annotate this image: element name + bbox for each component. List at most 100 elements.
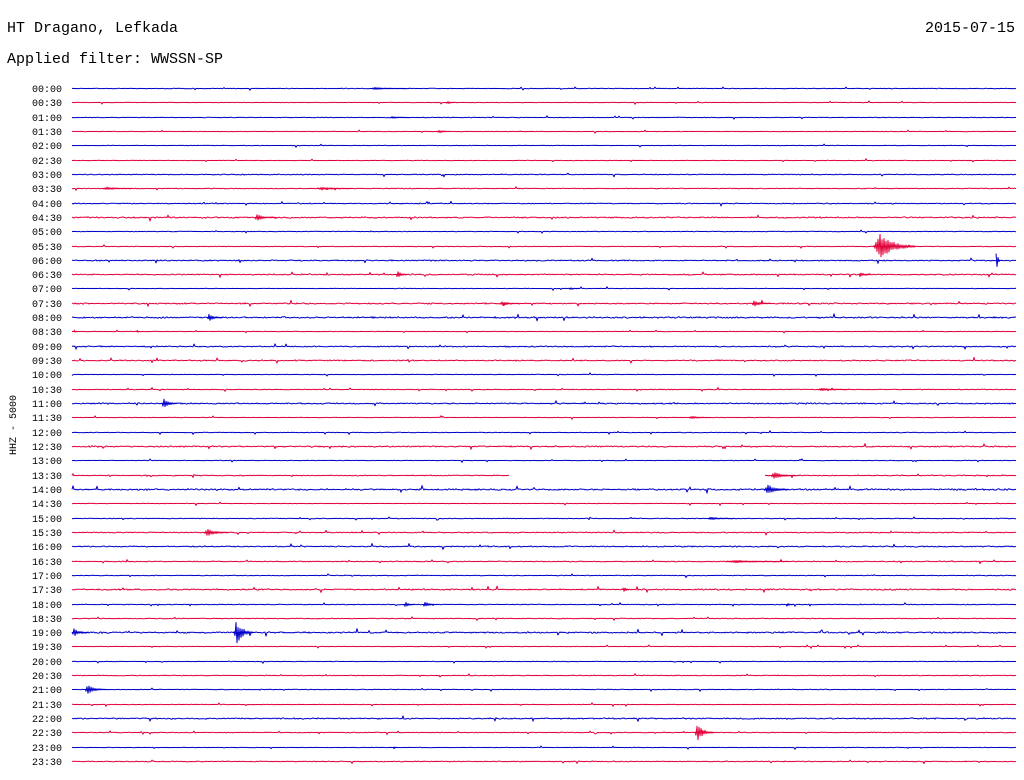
row-label: 03:30 [32,185,62,196]
row-label: 01:00 [32,114,62,125]
trace-19-30 [72,644,1017,649]
event-mark [422,601,438,607]
event-mark [688,415,712,419]
trace-19-00 [71,628,1017,637]
row-label: 16:00 [32,543,62,554]
event-mark [568,287,580,290]
event-mark [763,484,790,493]
row-label: 09:30 [32,357,62,368]
trace-06-30 [71,271,1017,278]
event-mark [707,516,735,520]
row-label: 21:30 [32,701,62,712]
row-label: 18:30 [32,615,62,626]
row-label: 10:30 [32,386,62,397]
trace-00-30 [71,100,1017,105]
row-label: 06:30 [32,271,62,282]
event-mark [445,101,455,104]
trace-01-00 [71,115,1016,120]
row-label: 20:00 [32,658,62,669]
event-mark [726,560,790,564]
event-mark [233,622,254,644]
trace-05-30 [71,244,1017,249]
row-label: 11:00 [32,400,62,411]
trace-16-00 [72,543,1017,550]
trace-10-30 [71,387,1017,392]
event-mark [73,329,78,333]
row-label: 05:30 [32,243,62,254]
trace-01-30 [71,129,1017,134]
trace-04-30 [71,214,1017,222]
event-mark [102,186,133,190]
event-mark [161,398,178,407]
event-mark [370,86,407,90]
event-mark [84,685,108,694]
row-label: 17:30 [32,586,62,597]
row-label: 21:00 [32,686,62,697]
row-label: 20:30 [32,672,62,683]
row-label: 15:30 [32,529,62,540]
row-label: 19:30 [32,643,62,654]
row-label: 14:00 [32,486,62,497]
row-label: 14:30 [32,500,62,511]
trace-08-00 [71,313,1017,322]
row-label: 23:30 [32,758,62,769]
row-label: 04:00 [32,200,62,211]
row-label: 00:30 [32,99,62,110]
trace-15-30 [71,529,1017,536]
trace-08-30 [72,329,1017,334]
event-mark [392,746,399,750]
row-label: 01:30 [32,128,62,139]
row-label: 02:30 [32,157,62,168]
event-mark [751,300,772,307]
trace-02-30 [71,158,1017,163]
trace-11-00 [71,400,1017,407]
station-title: HT Dragano, Lefkada [7,20,179,37]
trace-00-00 [71,86,1017,91]
trace-18-00 [71,602,1017,607]
row-label: 06:00 [32,257,62,268]
row-label: 10:00 [32,371,62,382]
row-label: 12:30 [32,443,62,454]
row-label: 12:00 [32,429,62,440]
trace-14-30 [71,501,1017,506]
trace-22-30 [72,730,1017,735]
trace-21-30 [72,702,1017,707]
event-mark [136,329,141,333]
trace-10-00 [71,372,1017,377]
row-label: 00:00 [32,85,62,96]
row-label: 18:00 [32,601,62,612]
row-label: 07:00 [32,285,62,296]
row-label: 22:00 [32,715,62,726]
event-mark [316,186,353,191]
event-mark [254,214,278,221]
trace-06-00 [71,257,1016,264]
row-label: 02:00 [32,142,62,153]
trace-15-00 [71,516,1017,521]
trace-03-30 [71,186,1017,191]
trace-rows: 00:00 00:30 01:00 01:30 02:00 02:30 03:00 03:30… [32,85,1017,769]
trace-07-00 [71,286,1017,291]
row-label: 15:00 [32,515,62,526]
trace-22-00 [71,715,1017,722]
trace-18-30 [71,616,1017,621]
trace-17-00 [71,573,1017,578]
event-mark [873,233,916,258]
row-label: 04:30 [32,214,62,225]
event-mark [785,603,794,607]
event-mark [770,472,797,479]
event-mark [858,272,872,277]
trace-23-00 [71,745,1016,750]
trace-21-00 [72,687,1017,692]
event-mark [206,313,224,321]
trace-20-30 [71,673,1017,678]
event-mark [694,725,715,741]
trace-12-00 [71,430,1017,435]
trace-07-30 [71,299,1016,307]
row-label: 03:00 [32,171,62,182]
trace-09-00 [71,343,1016,350]
trace-02-00 [71,143,1017,148]
row-label: 13:00 [32,457,62,468]
event-mark [499,301,520,306]
row-label: 11:30 [32,414,62,425]
